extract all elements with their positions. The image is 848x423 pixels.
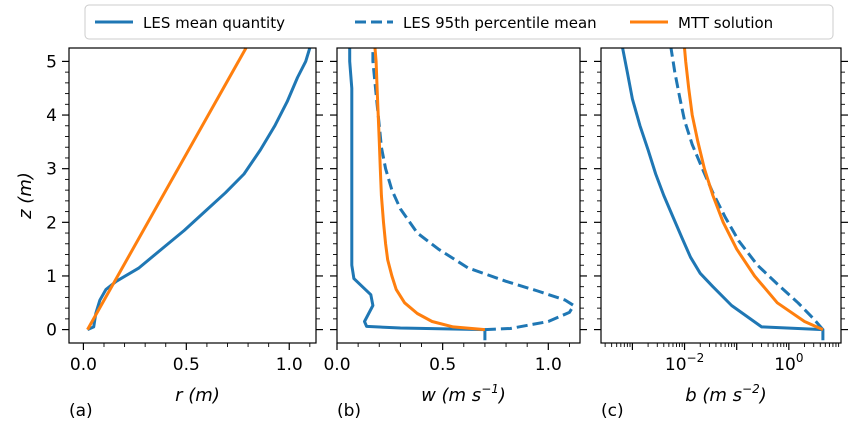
- series-line-les-mean-quantity: [348, 48, 487, 341]
- y-tick-label: 5: [46, 52, 57, 72]
- y-tick-label: 4: [46, 106, 57, 126]
- x-tick-label: 100: [774, 351, 803, 375]
- x-tick-label: 1.0: [276, 355, 303, 375]
- panel-c: 10−2 100 b (m s−2) (c): [594, 47, 848, 421]
- series-line-les-95th-percentile-mean: [371, 48, 576, 332]
- series-line-mtt-solution: [683, 47, 824, 331]
- legend: LES mean quantity LES 95th percentile mea…: [84, 4, 834, 40]
- series-line-les-mean-quantity: [86, 47, 312, 331]
- series-line-les-95th-percentile-mean: [669, 47, 825, 331]
- legend-label: LES mean quantity: [143, 14, 285, 32]
- x-axis-label: r (m): [175, 385, 220, 406]
- x-tick-label: 0.0: [323, 355, 350, 375]
- panel-a: 0 1 2 3 4 5 0.0 0.5 1.0 r (m) (a) z (m): [15, 47, 323, 421]
- panel-label: (b): [337, 401, 361, 421]
- x-axis-label: b (m s−2): [685, 382, 767, 406]
- panel-label: (a): [69, 401, 93, 421]
- x-tick-label: 0.5: [173, 355, 200, 375]
- series-line-les-mean-quantity: [621, 47, 825, 341]
- legend-label: MTT solution: [678, 14, 773, 32]
- y-tick-label: 2: [46, 213, 57, 233]
- series-line-mtt-solution: [86, 47, 248, 331]
- y-tick-label: 1: [46, 267, 57, 287]
- x-tick-label: 1.0: [535, 355, 562, 375]
- panel-label: (c): [601, 401, 624, 421]
- axes-frame: [68, 47, 317, 344]
- y-tick-label: 3: [46, 160, 57, 180]
- axes-frame: [336, 47, 581, 344]
- x-tick-label: 0.0: [70, 355, 97, 375]
- legend-label: LES 95th percentile mean: [403, 14, 597, 32]
- axes-frame: [600, 47, 842, 344]
- x-tick-label: 10−2: [665, 351, 704, 375]
- y-axis-label: z (m): [15, 172, 36, 220]
- panel-b: 0.0 0.5 1.0 w (m s−1) (b): [323, 47, 587, 421]
- y-tick-label: 0: [46, 321, 57, 341]
- series-line-mtt-solution: [373, 47, 486, 332]
- legend-box: [84, 4, 834, 40]
- x-tick-label: 0.5: [429, 355, 456, 375]
- x-axis-label: w (m s−1): [421, 382, 506, 406]
